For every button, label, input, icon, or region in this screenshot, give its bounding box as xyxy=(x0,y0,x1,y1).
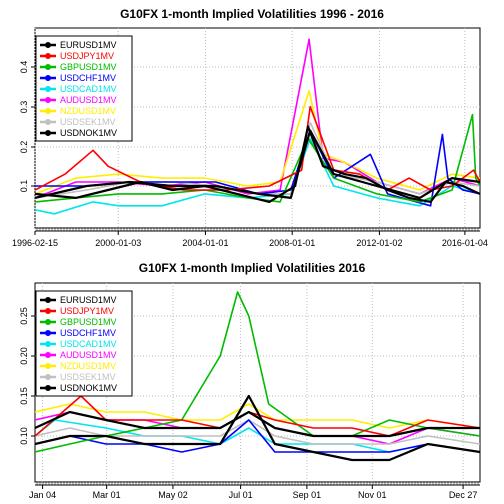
y-tick-label: 0.25 xyxy=(19,307,29,325)
legend-label: USDSEK1MV xyxy=(60,117,116,127)
x-tick-label: 2016-01-04 xyxy=(442,238,488,248)
legend-marker xyxy=(45,97,51,103)
x-tick-label: 1996-02-15 xyxy=(12,238,58,248)
legend-label: GBPUSD1MV xyxy=(60,62,117,72)
legend-label: USDJPY1MV xyxy=(60,306,114,316)
y-tick-label: 0.4 xyxy=(19,61,29,74)
legend-marker xyxy=(45,341,51,347)
x-tick-label: Nov 01 xyxy=(358,490,387,500)
legend-label: GBPUSD1MV xyxy=(60,317,117,327)
plot-frame xyxy=(34,282,481,483)
legend-marker xyxy=(45,75,51,81)
series-lines xyxy=(35,291,480,462)
legend-marker xyxy=(45,86,51,92)
series-lines xyxy=(35,38,480,215)
series-line-EURUSD1MV xyxy=(35,394,480,462)
chart-panel-1: G10FX 1-month Implied Volatilities 1996 … xyxy=(12,7,488,248)
legend-label: USDSEK1MV xyxy=(60,372,116,382)
series-line-GBPUSD1MV xyxy=(35,291,480,453)
legend-label: USDCHF1MV xyxy=(60,73,116,83)
legend-label: USDNOK1MV xyxy=(60,383,117,393)
x-tick-label: Mar 01 xyxy=(93,490,121,500)
y-tick-label: 0.20 xyxy=(19,347,29,365)
x-tick-label: Sep 01 xyxy=(293,490,322,500)
legend-label: EURUSD1MV xyxy=(60,40,117,50)
x-tick-label: 2008-01-01 xyxy=(269,238,315,248)
legend-marker xyxy=(45,308,51,314)
x-tick-label: May 02 xyxy=(158,490,188,500)
legend-marker xyxy=(45,130,51,136)
x-tick-label: 2004-01-01 xyxy=(182,238,228,248)
legend-marker xyxy=(45,319,51,325)
legend: EURUSD1MVUSDJPY1MVGBPUSD1MVUSDCHF1MVUSDC… xyxy=(35,290,133,397)
x-minor-ticks xyxy=(36,481,479,485)
legend-marker xyxy=(45,297,51,303)
legend-marker xyxy=(45,64,51,70)
y-tick-label: 0.1 xyxy=(19,180,29,193)
y-tick-label: 0.15 xyxy=(19,387,29,405)
legend-marker xyxy=(45,352,51,358)
legend-label: EURUSD1MV xyxy=(60,295,117,305)
legend-marker xyxy=(45,385,51,391)
series-line-USDNOK1MV xyxy=(35,410,480,438)
chart-title: G10FX 1-month Implied Volatilities 2016 xyxy=(139,261,366,275)
legend-marker xyxy=(45,363,51,369)
legend-label: AUDUSD1MV xyxy=(60,350,117,360)
chart-panel-2: G10FX 1-month Implied Volatilities 2016 0… xyxy=(19,261,481,500)
x-tick-label: 2000-01-03 xyxy=(95,238,141,248)
y-tick-label: 0.10 xyxy=(19,427,29,445)
chart-title: G10FX 1-month Implied Volatilities 1996 … xyxy=(120,7,384,21)
x-tick-label: Jul 01 xyxy=(229,490,253,500)
legend-marker xyxy=(45,108,51,114)
y-tick-label: 0.3 xyxy=(19,101,29,114)
legend-label: USDCHF1MV xyxy=(60,328,116,338)
x-tick-label: Dec 27 xyxy=(449,490,478,500)
legend-label: NZDUSD1MV xyxy=(60,361,116,371)
legend-marker xyxy=(45,330,51,336)
legend-marker xyxy=(45,53,51,59)
y-tick-label: 0.2 xyxy=(19,141,29,154)
legend-marker xyxy=(45,119,51,125)
legend-label: USDCAD1MV xyxy=(60,339,117,349)
x-tick-label: 2012-01-02 xyxy=(356,238,402,248)
legend-label: USDCAD1MV xyxy=(60,84,117,94)
series-line-USDCHF1MV xyxy=(35,419,480,453)
legend-label: NZDUSD1MV xyxy=(60,106,116,116)
x-tick-label: Jan 04 xyxy=(29,490,56,500)
legend-marker xyxy=(45,374,51,380)
legend-label: USDNOK1MV xyxy=(60,128,117,138)
series-line-EURUSD1MV xyxy=(35,125,480,203)
legend-label: AUDUSD1MV xyxy=(60,95,117,105)
x-minor-ticks xyxy=(36,227,479,231)
legend: EURUSD1MVUSDJPY1MVGBPUSD1MVUSDCHF1MVUSDC… xyxy=(35,35,133,142)
legend-label: USDJPY1MV xyxy=(60,51,114,61)
legend-marker xyxy=(45,42,51,48)
series-line-USDNOK1MV xyxy=(35,129,480,199)
series-line-NZDUSD1MV xyxy=(35,403,480,429)
